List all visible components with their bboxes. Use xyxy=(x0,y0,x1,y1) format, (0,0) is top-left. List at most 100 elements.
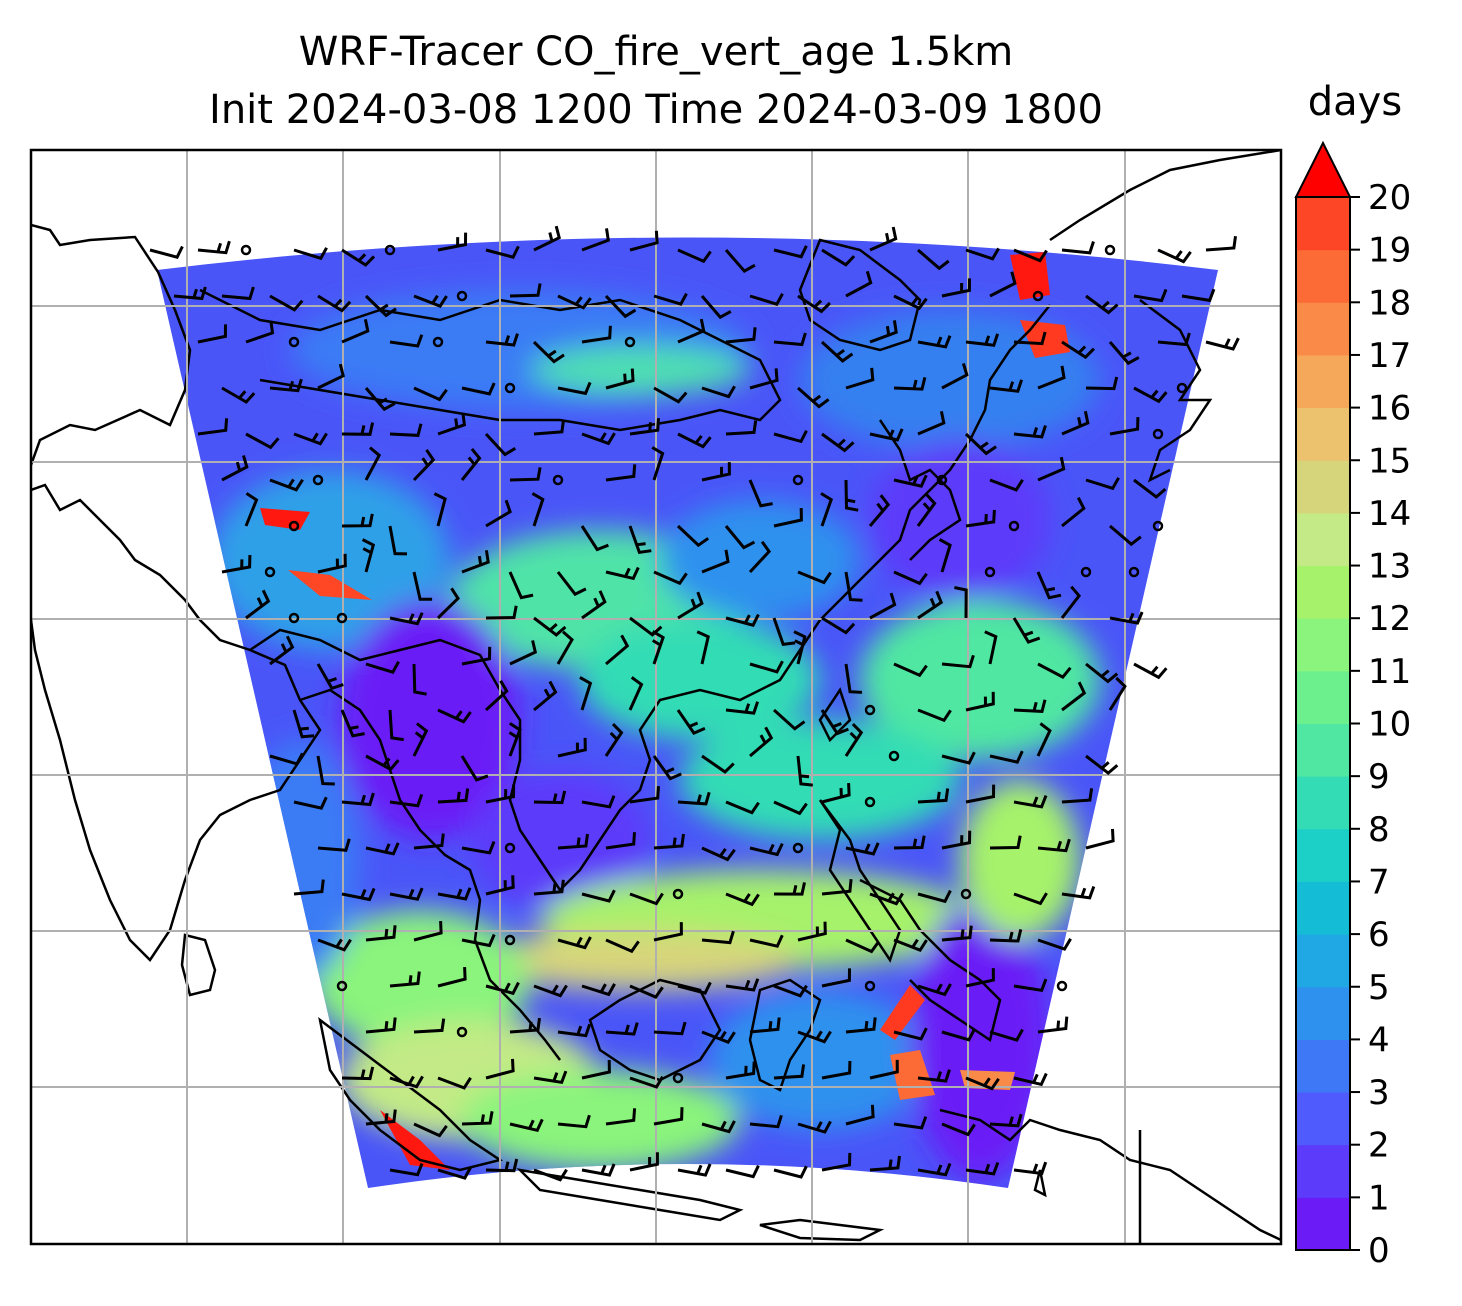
wind-barb xyxy=(748,540,772,574)
wind-barb xyxy=(677,981,712,995)
wind-barb xyxy=(557,381,592,396)
wind-barb xyxy=(437,1166,472,1180)
calm-wind-marker xyxy=(1008,520,1020,532)
calm-wind-marker xyxy=(864,796,876,808)
colorbar-band xyxy=(1296,407,1350,461)
wind-barb xyxy=(293,796,328,810)
wind-barb xyxy=(1157,248,1192,264)
wind-barb xyxy=(677,432,712,449)
colorbar-tick-label: 4 xyxy=(1368,1020,1390,1060)
wind-barb xyxy=(389,793,424,808)
wind-barb xyxy=(941,830,972,850)
wind-barb xyxy=(954,586,968,619)
colorbar-tick-label: 3 xyxy=(1368,1073,1390,1113)
wind-barb xyxy=(869,428,904,442)
wind-barb xyxy=(989,1028,1024,1042)
wind-barb xyxy=(221,386,256,404)
wind-barb xyxy=(749,292,784,306)
wind-barb xyxy=(557,1023,592,1038)
wind-barb xyxy=(941,1122,976,1137)
wind-barb xyxy=(893,294,928,311)
wind-barb xyxy=(917,889,952,904)
wind-barb xyxy=(653,1021,687,1036)
wind-barb xyxy=(604,294,637,319)
wind-barb xyxy=(365,842,400,856)
colorbar-extend-arrow xyxy=(1294,140,1352,198)
wind-barb xyxy=(869,320,898,344)
wind-barb xyxy=(941,1028,976,1042)
wind-barb xyxy=(245,432,280,450)
wind-barb xyxy=(821,1060,852,1080)
wind-barb xyxy=(989,1113,1023,1128)
wind-barb xyxy=(437,232,468,252)
wind-barb xyxy=(413,1018,446,1034)
wind-barb xyxy=(1133,288,1168,303)
colorbar-band xyxy=(1296,249,1350,303)
wind-barb xyxy=(1013,892,1048,906)
colorbar-tick-label: 12 xyxy=(1368,599,1411,639)
wind-barb xyxy=(1061,788,1094,804)
wind-barb xyxy=(436,587,460,620)
wind-barb xyxy=(797,921,827,942)
wind-barb xyxy=(340,709,365,738)
wind-barb xyxy=(629,616,663,637)
wind-barb xyxy=(485,333,519,347)
wind-barb xyxy=(1085,828,1115,850)
wind-barb xyxy=(413,921,443,942)
wind-barb xyxy=(773,984,808,998)
wind-barb xyxy=(1085,662,1119,684)
calm-wind-marker xyxy=(1104,244,1116,256)
wind-barb xyxy=(749,934,784,948)
wind-barb xyxy=(797,570,832,585)
calm-wind-marker xyxy=(504,382,516,394)
calm-wind-marker xyxy=(1080,566,1092,578)
wind-barb xyxy=(365,925,397,942)
wind-barb xyxy=(844,571,863,602)
colorbar-units-label: days xyxy=(1307,79,1403,125)
wind-barb xyxy=(749,1017,781,1034)
wind-barb xyxy=(317,294,352,313)
calm-wind-marker xyxy=(288,612,300,624)
wind-barb xyxy=(581,795,616,809)
wind-barb xyxy=(557,737,587,758)
wind-barb xyxy=(725,613,760,627)
wind-barb xyxy=(197,418,229,436)
wind-barb xyxy=(508,722,522,757)
wind-barb xyxy=(317,363,345,390)
wind-barb xyxy=(556,630,574,665)
wind-barb xyxy=(749,1114,783,1129)
wind-barb xyxy=(749,726,774,758)
wind-barb xyxy=(725,420,758,436)
wind-barb xyxy=(1036,722,1052,757)
wind-barb xyxy=(365,754,400,772)
wind-barb xyxy=(916,493,937,527)
calm-wind-marker xyxy=(288,520,300,532)
wind-barb xyxy=(725,978,760,992)
wind-barb xyxy=(629,1152,659,1172)
map-title-line-2: Init 2024-03-08 1200 Time 2024-03-09 180… xyxy=(209,87,1103,133)
wind-barb xyxy=(701,930,735,945)
wind-barb xyxy=(605,1022,639,1036)
colorbar-band xyxy=(1296,1039,1350,1093)
calm-wind-marker xyxy=(1152,520,1164,532)
wind-barb xyxy=(221,286,255,301)
colorbar-tick-label: 0 xyxy=(1368,1231,1390,1271)
graticule xyxy=(31,150,1281,1244)
wind-barb xyxy=(437,967,467,988)
wind-barb xyxy=(509,1118,544,1133)
colorbar-tick-label: 2 xyxy=(1368,1126,1390,1166)
wind-barbs xyxy=(149,225,1240,1182)
wind-barb xyxy=(917,590,944,620)
wind-barb xyxy=(1013,1161,1048,1176)
wind-barb xyxy=(604,723,624,757)
wind-barb xyxy=(653,833,685,850)
wind-barb xyxy=(341,887,376,902)
wind-barb xyxy=(508,571,534,600)
wind-barb xyxy=(461,933,496,948)
wind-barb xyxy=(605,464,637,482)
wind-barb xyxy=(1108,341,1140,366)
wind-barb xyxy=(821,879,853,896)
wind-barb xyxy=(556,571,587,597)
wind-barb xyxy=(413,1122,448,1138)
wind-barb xyxy=(1013,978,1048,992)
